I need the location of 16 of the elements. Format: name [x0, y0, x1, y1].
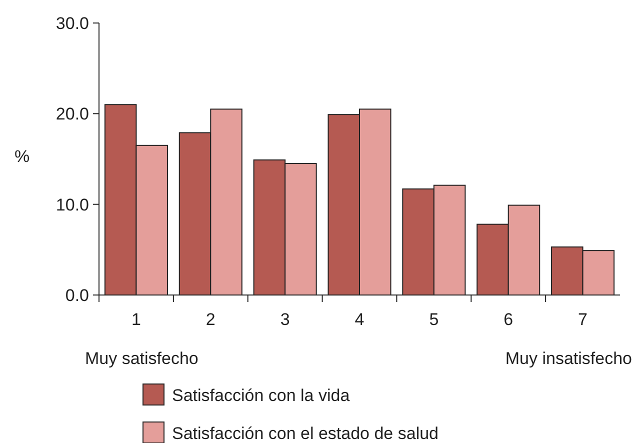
x-tick-label: 5	[429, 310, 439, 329]
x-tick-label: 3	[280, 310, 290, 329]
y-tick-label: 30.0	[56, 14, 89, 33]
y-tick-label: 20.0	[56, 104, 89, 124]
x-tick-label: 1	[131, 310, 141, 329]
y-tick-label: 0.0	[65, 286, 89, 305]
x-tick-label: 2	[206, 310, 216, 329]
y-tick-label: 10.0	[56, 195, 89, 214]
legend-label: Satisfacción con la vida	[172, 386, 350, 405]
text: Muy satisfecho	[85, 349, 198, 368]
y-axis-title: %	[14, 147, 30, 166]
text: Muy insatisfecho	[505, 349, 632, 368]
x-tick-label: 7	[578, 310, 588, 329]
legend-label: Satisfacción con el estado de salud	[172, 424, 439, 443]
x-tick-label: 4	[354, 310, 364, 329]
x-tick-label: 6	[504, 310, 514, 329]
